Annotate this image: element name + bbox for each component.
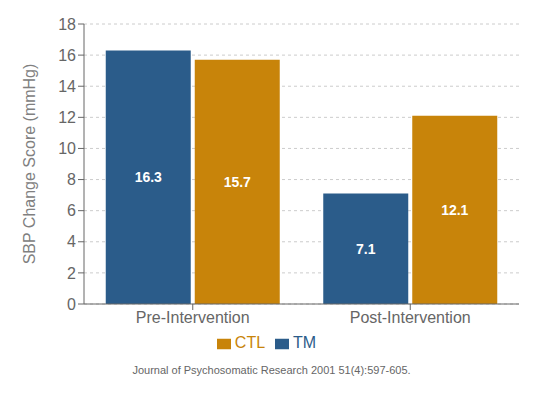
svg-text:8: 8 [67, 171, 76, 188]
svg-text:6: 6 [67, 202, 76, 219]
svg-text:16.3: 16.3 [135, 169, 162, 185]
svg-text:10: 10 [58, 140, 76, 157]
html-text:TM: TM [293, 334, 317, 351]
svg-text:18: 18 [58, 16, 76, 33]
svg-text:15.7: 15.7 [224, 174, 251, 190]
svg-text:Pre-Intervention: Pre-Intervention [136, 309, 250, 326]
svg-text:7.1: 7.1 [356, 241, 376, 257]
svg-text:4: 4 [67, 233, 76, 250]
svg-text:2: 2 [67, 265, 76, 282]
svg-text:12: 12 [58, 109, 76, 126]
svg-text:14: 14 [58, 78, 76, 95]
html-text:CTL: CTL [234, 334, 266, 351]
svg-text:12.1: 12.1 [441, 202, 468, 218]
svg-text:0: 0 [67, 296, 76, 313]
svg-text:16: 16 [58, 47, 76, 64]
html-text:Journal of Psychosomatic Resea: Journal of Psychosomatic Research 2001 5… [132, 364, 411, 376]
svg-text:SBP Change Score (mmHg): SBP Change Score (mmHg) [21, 64, 38, 265]
svg-text:Post-Intervention: Post-Intervention [350, 309, 471, 326]
